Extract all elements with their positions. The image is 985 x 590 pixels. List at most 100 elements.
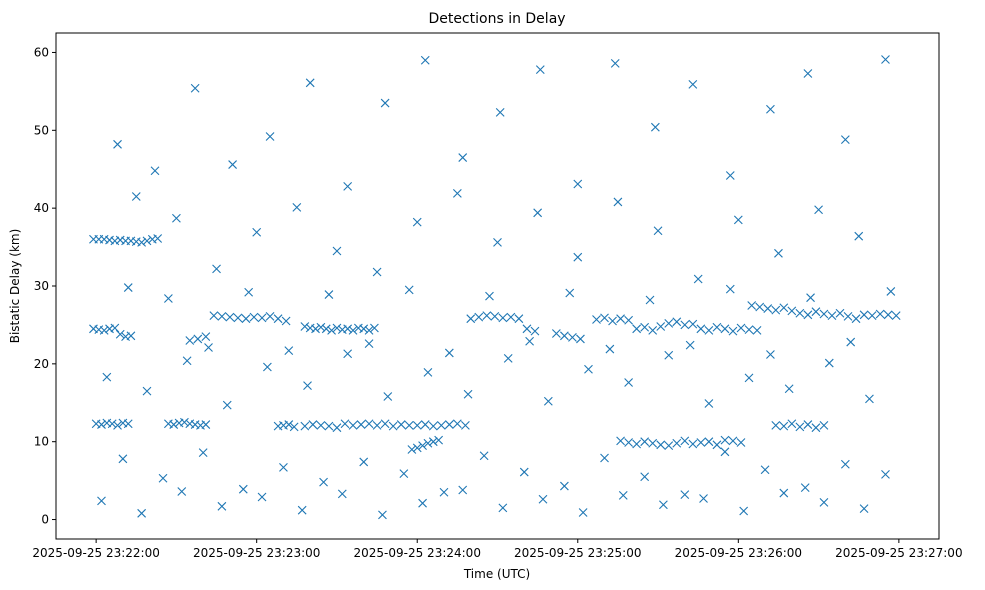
x-tick-label: 2025-09-25 23:25:00 <box>514 546 641 560</box>
data-point <box>399 469 409 478</box>
data-point <box>600 453 609 463</box>
data-point <box>436 420 446 430</box>
data-point <box>284 420 294 429</box>
data-point <box>204 343 213 352</box>
data-point <box>763 304 773 313</box>
data-point <box>340 419 350 429</box>
data-point <box>485 291 494 301</box>
data-point <box>252 227 262 237</box>
data-point <box>482 311 492 320</box>
data-point <box>728 436 738 446</box>
data-point <box>217 501 227 511</box>
data-point <box>771 420 781 430</box>
data-point <box>883 310 893 320</box>
data-point <box>332 323 342 333</box>
data-point <box>343 349 353 359</box>
data-point <box>592 315 601 324</box>
data-point <box>201 420 211 429</box>
data-point <box>530 326 540 336</box>
data-point <box>380 98 390 108</box>
data-point <box>428 421 438 431</box>
data-point <box>412 217 422 227</box>
data-point <box>281 316 291 326</box>
data-point <box>648 325 658 335</box>
data-point <box>257 492 267 502</box>
x-tick-label: 2025-09-25 23:22:00 <box>32 546 159 560</box>
data-point <box>645 295 655 305</box>
data-point <box>771 305 781 315</box>
y-tick-label: 60 <box>34 45 49 59</box>
x-axis-label: Time (UTC) <box>463 567 530 581</box>
data-point <box>506 312 516 322</box>
data-point <box>659 500 668 510</box>
data-point <box>779 303 789 313</box>
y-tick-label: 10 <box>34 435 49 449</box>
data-point <box>316 322 326 332</box>
y-tick-label: 30 <box>34 279 49 293</box>
data-point <box>867 311 877 320</box>
data-point <box>685 340 695 350</box>
data-point <box>865 394 874 404</box>
data-point <box>131 192 141 201</box>
data-point <box>535 65 545 74</box>
data-point <box>578 508 588 517</box>
data-point <box>704 437 714 447</box>
data-point <box>474 312 484 322</box>
data-point <box>305 78 315 88</box>
data-point <box>640 437 650 447</box>
data-point <box>466 314 476 324</box>
data-point <box>490 311 500 321</box>
data-point <box>576 334 585 344</box>
data-point <box>859 504 869 514</box>
data-point <box>308 420 318 429</box>
data-point <box>779 421 789 431</box>
y-tick-label: 0 <box>41 513 49 527</box>
data-point <box>370 323 379 333</box>
data-point <box>875 309 885 319</box>
data-point <box>624 378 634 387</box>
x-axis: 2025-09-25 23:22:00 2025-09-25 23:23:00 20… <box>32 539 963 560</box>
data-point <box>99 325 109 335</box>
x-tick-label: 2025-09-25 23:24:00 <box>354 546 481 560</box>
data-point <box>806 293 815 303</box>
y-axis-label: Bistatic Delay (km) <box>8 229 22 344</box>
data-point <box>720 324 730 334</box>
data-point <box>744 325 754 334</box>
data-point <box>418 441 427 450</box>
data-point <box>672 317 682 327</box>
data-point <box>461 420 470 430</box>
data-point <box>388 421 398 431</box>
data-point <box>859 310 869 320</box>
data-point <box>343 324 353 334</box>
data-point <box>412 420 422 430</box>
data-point <box>420 420 430 429</box>
data-point <box>163 294 173 303</box>
data-point <box>803 69 813 78</box>
data-point <box>225 312 235 322</box>
data-point <box>560 331 569 341</box>
data-point <box>493 238 502 247</box>
data-point <box>324 290 334 299</box>
y-tick-label: 50 <box>34 123 49 137</box>
data-point <box>153 234 163 243</box>
data-point <box>142 386 152 396</box>
data-point <box>332 246 342 256</box>
data-point <box>180 417 189 427</box>
data-point <box>688 439 698 449</box>
data-point <box>680 436 690 446</box>
data-point <box>656 440 666 450</box>
data-point <box>182 356 192 366</box>
data-point <box>212 264 221 274</box>
data-point <box>356 420 366 429</box>
data-point <box>632 324 642 334</box>
data-point <box>725 171 735 180</box>
data-point <box>233 313 243 323</box>
data-point <box>364 325 374 335</box>
data-point <box>803 420 813 429</box>
data-point <box>656 322 666 331</box>
data-point <box>142 236 152 246</box>
data-point <box>343 181 353 191</box>
data-point <box>774 248 783 258</box>
data-point <box>712 440 722 450</box>
